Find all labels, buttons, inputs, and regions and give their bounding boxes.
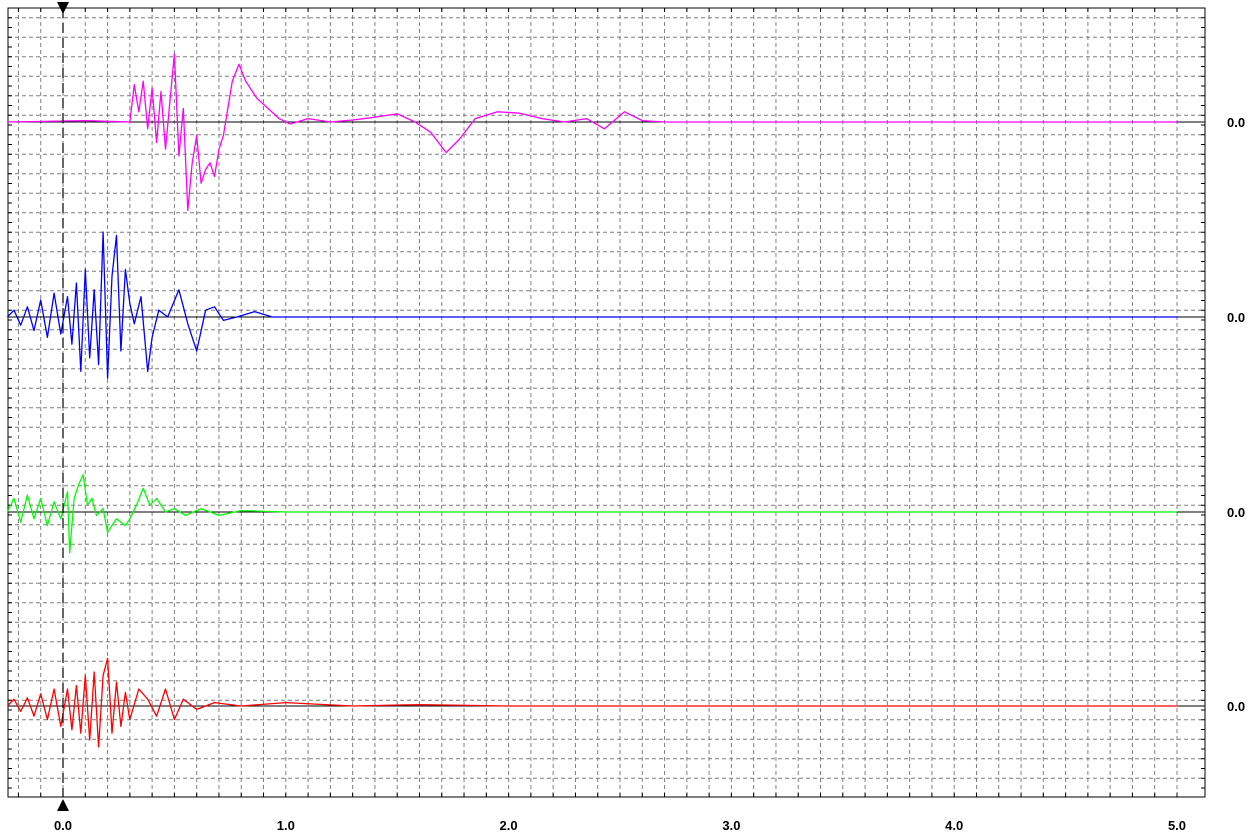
waveform-line-4 xyxy=(6,657,1177,748)
waveform-line-3 xyxy=(6,473,1177,554)
baseline-value-label-1: 0.0 xyxy=(1227,115,1245,130)
cursor-marker-bottom-icon[interactable] xyxy=(57,799,69,811)
waveform-line-2 xyxy=(6,231,1177,379)
x-tick-label: 2.0 xyxy=(500,818,518,833)
grid xyxy=(8,8,1205,797)
x-tick-label: 5.0 xyxy=(1168,818,1186,833)
plot-border xyxy=(7,7,1206,798)
waveform-line-1 xyxy=(7,53,1177,212)
plot-frame xyxy=(7,7,1206,798)
baseline-value-label-3: 0.0 xyxy=(1227,505,1245,520)
waveform-series xyxy=(6,53,1177,748)
baseline-value-label-2: 0.0 xyxy=(1227,310,1245,325)
time-cursor[interactable] xyxy=(57,2,69,811)
baseline-value-label-4: 0.0 xyxy=(1227,699,1245,714)
cursor-marker-top-icon[interactable] xyxy=(57,2,69,14)
x-tick-label: 3.0 xyxy=(722,818,740,833)
axis-labels: 0.0 1.0 2.0 3.0 4.0 5.0 0.0 0.0 0.0 0.0 xyxy=(54,115,1245,833)
x-tick-label: 1.0 xyxy=(277,818,295,833)
x-tick-label: 4.0 xyxy=(945,818,963,833)
x-tick-label: 0.0 xyxy=(54,818,72,833)
